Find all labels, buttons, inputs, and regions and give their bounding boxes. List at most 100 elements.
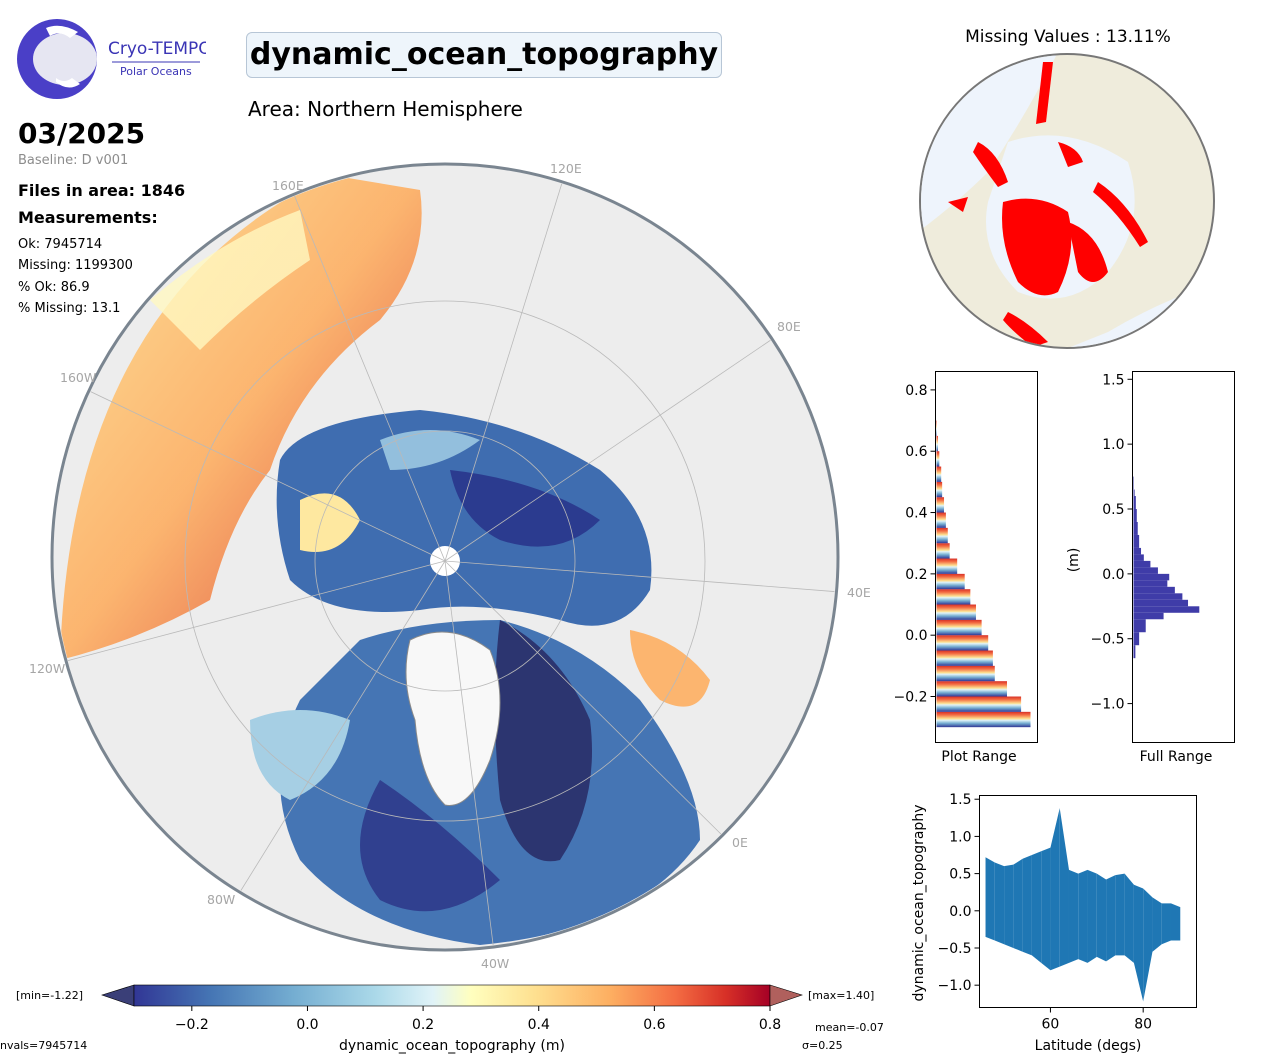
plot-range-tick-label: −0.2 (894, 690, 928, 706)
full-range-bar (1133, 567, 1158, 574)
scatter-point-cluster (1013, 858, 1023, 952)
scatter-point-cluster (1133, 884, 1144, 1002)
stat-pct-ok: % Ok: 86.9 (18, 280, 90, 295)
scatter-point-cluster (1170, 903, 1181, 941)
cryotempo-logo: Cryo-TEMPO Polar Oceans (16, 18, 212, 100)
scatter-point-cluster (1031, 851, 1042, 963)
full-range-bar (1133, 573, 1170, 581)
plot-range-bar (936, 558, 958, 574)
full-range-tick-label: −1.0 (1091, 697, 1125, 713)
full-range-ylabel: (m) (1066, 548, 1082, 573)
plot-range-bars (936, 420, 1031, 728)
scatter-y-tick-label: 1.5 (949, 792, 971, 808)
full-range-tick-label: −0.5 (1091, 632, 1125, 648)
scatter-point-cluster (1087, 869, 1097, 963)
lon-label-80e: 80E (777, 319, 801, 334)
scatter-y-tick-label: −1.0 (938, 978, 972, 994)
scatter-y-tick-label: 0.0 (949, 904, 971, 920)
arctic-ocean (276, 410, 652, 626)
full-range-bar (1133, 560, 1151, 568)
longitude-labels: 120E 160E 80E 160W 40E 120W 0E 80W 40W (29, 161, 871, 971)
plot-range-bar (936, 527, 948, 544)
full-range-tick-label: 1.5 (1102, 372, 1124, 388)
plot-range-tick-label: 0.4 (905, 506, 927, 522)
plot-range-tick-label: 0.2 (905, 567, 927, 583)
full-range-tick-label: 0.5 (1102, 502, 1124, 518)
scatter-point-cluster (994, 862, 1005, 945)
scatter-point-cluster (1022, 855, 1032, 956)
plot-range-bar (936, 635, 989, 651)
plot-range-bar (936, 512, 946, 528)
lon-label-0e: 0E (732, 835, 748, 850)
full-range-bar (1133, 496, 1136, 510)
missing-values-title: Missing Values : 13.11% (965, 27, 1171, 47)
missing-areas (948, 62, 1148, 347)
plot-range-bar (936, 451, 940, 467)
colorbar-gradient (133, 984, 771, 1007)
colorbar-mean: mean=-0.07 (815, 1021, 884, 1034)
pacific-band (60, 175, 422, 660)
plot-range-bar (936, 711, 1031, 728)
plot-range-bar (936, 604, 976, 620)
full-range-bar (1133, 554, 1144, 561)
full-range-bar (1133, 606, 1200, 613)
colorbar-nvals: nvals=7945714 (0, 1039, 87, 1052)
full-range-bar (1133, 547, 1142, 555)
plot-range-histogram: −0.2 0.0 0.2 0.4 0.6 0.8 Plot Range (894, 371, 1038, 765)
greenland (405, 631, 501, 806)
plot-range-bar (936, 681, 1007, 697)
colorbar-tick-label: 0.0 (296, 1017, 318, 1033)
stat-pct-missing: % Missing: 13.1 (18, 301, 121, 316)
scatter-y-tick-label: 1.0 (949, 829, 971, 845)
lon-label-160w: 160W (60, 370, 96, 385)
page-title: dynamic_ocean_topography (246, 32, 722, 78)
full-range-xlabel: Full Range (1140, 749, 1213, 765)
scatter-point-cluster (1152, 897, 1162, 952)
full-range-bar (1133, 586, 1175, 594)
plot-range-xlabel: Plot Range (941, 749, 1016, 765)
scatter-point-cluster (1078, 869, 1088, 963)
scatter-xlabel: Latitude (degs) (1035, 1038, 1142, 1054)
date-label: 03/2025 (18, 117, 146, 150)
plot-range-bar (936, 696, 1022, 712)
full-range-bar (1133, 489, 1135, 497)
measurements-heading: Measurements: (18, 208, 158, 227)
colorbar-max-extend (769, 984, 803, 1007)
full-range-tick-label: 0.0 (1102, 567, 1124, 583)
plot-range-bar (936, 619, 982, 636)
full-range-bar (1133, 580, 1168, 587)
logo-subtitle: Polar Oceans (120, 65, 192, 78)
plot-range-tick-label: 0.8 (905, 383, 927, 399)
missing-values-map (919, 53, 1215, 349)
full-range-bar (1133, 509, 1137, 522)
files-count: Files in area: 1846 (18, 181, 186, 200)
plot-range-bar (936, 573, 965, 590)
full-range-bar (1133, 619, 1146, 633)
logo-globe-icon: Cryo-TEMPO Polar Oceans (17, 19, 212, 99)
full-range-bar (1133, 593, 1183, 600)
lon-label-40e: 40E (847, 585, 871, 600)
colorbar-tick-label: 0.6 (643, 1017, 665, 1033)
lon-label-80w: 80W (207, 892, 235, 907)
plot-range-tick-label: 0.6 (905, 444, 927, 460)
area-label: Area: Northern Hemisphere (248, 97, 523, 121)
scatter-point-cluster (1041, 847, 1051, 971)
full-range-bars (1133, 476, 1200, 659)
lon-label-40w: 40W (481, 956, 509, 971)
colorbar-max-label: [max=1.40] (808, 989, 874, 1002)
plot-range-bar (936, 497, 945, 513)
full-range-bar (1133, 521, 1138, 535)
scatter-points (985, 808, 1181, 1002)
scatter-point-cluster (1050, 808, 1060, 971)
colorbar-min-label: [min=-1.22] (16, 989, 83, 1002)
full-range-bar (1133, 645, 1136, 659)
plot-range-bar (936, 543, 950, 559)
colorbar-tick-label: 0.8 (759, 1017, 781, 1033)
lon-label-160e: 160E (272, 178, 304, 193)
baseline-label: Baseline: D v001 (18, 153, 129, 168)
plot-range-bar (936, 665, 995, 682)
scatter-x-tick-label: 80 (1134, 1017, 1152, 1033)
scatter-point-cluster (1096, 873, 1107, 962)
scatter-point-cluster (1161, 903, 1171, 945)
stat-missing: Missing: 1199300 (18, 258, 133, 273)
